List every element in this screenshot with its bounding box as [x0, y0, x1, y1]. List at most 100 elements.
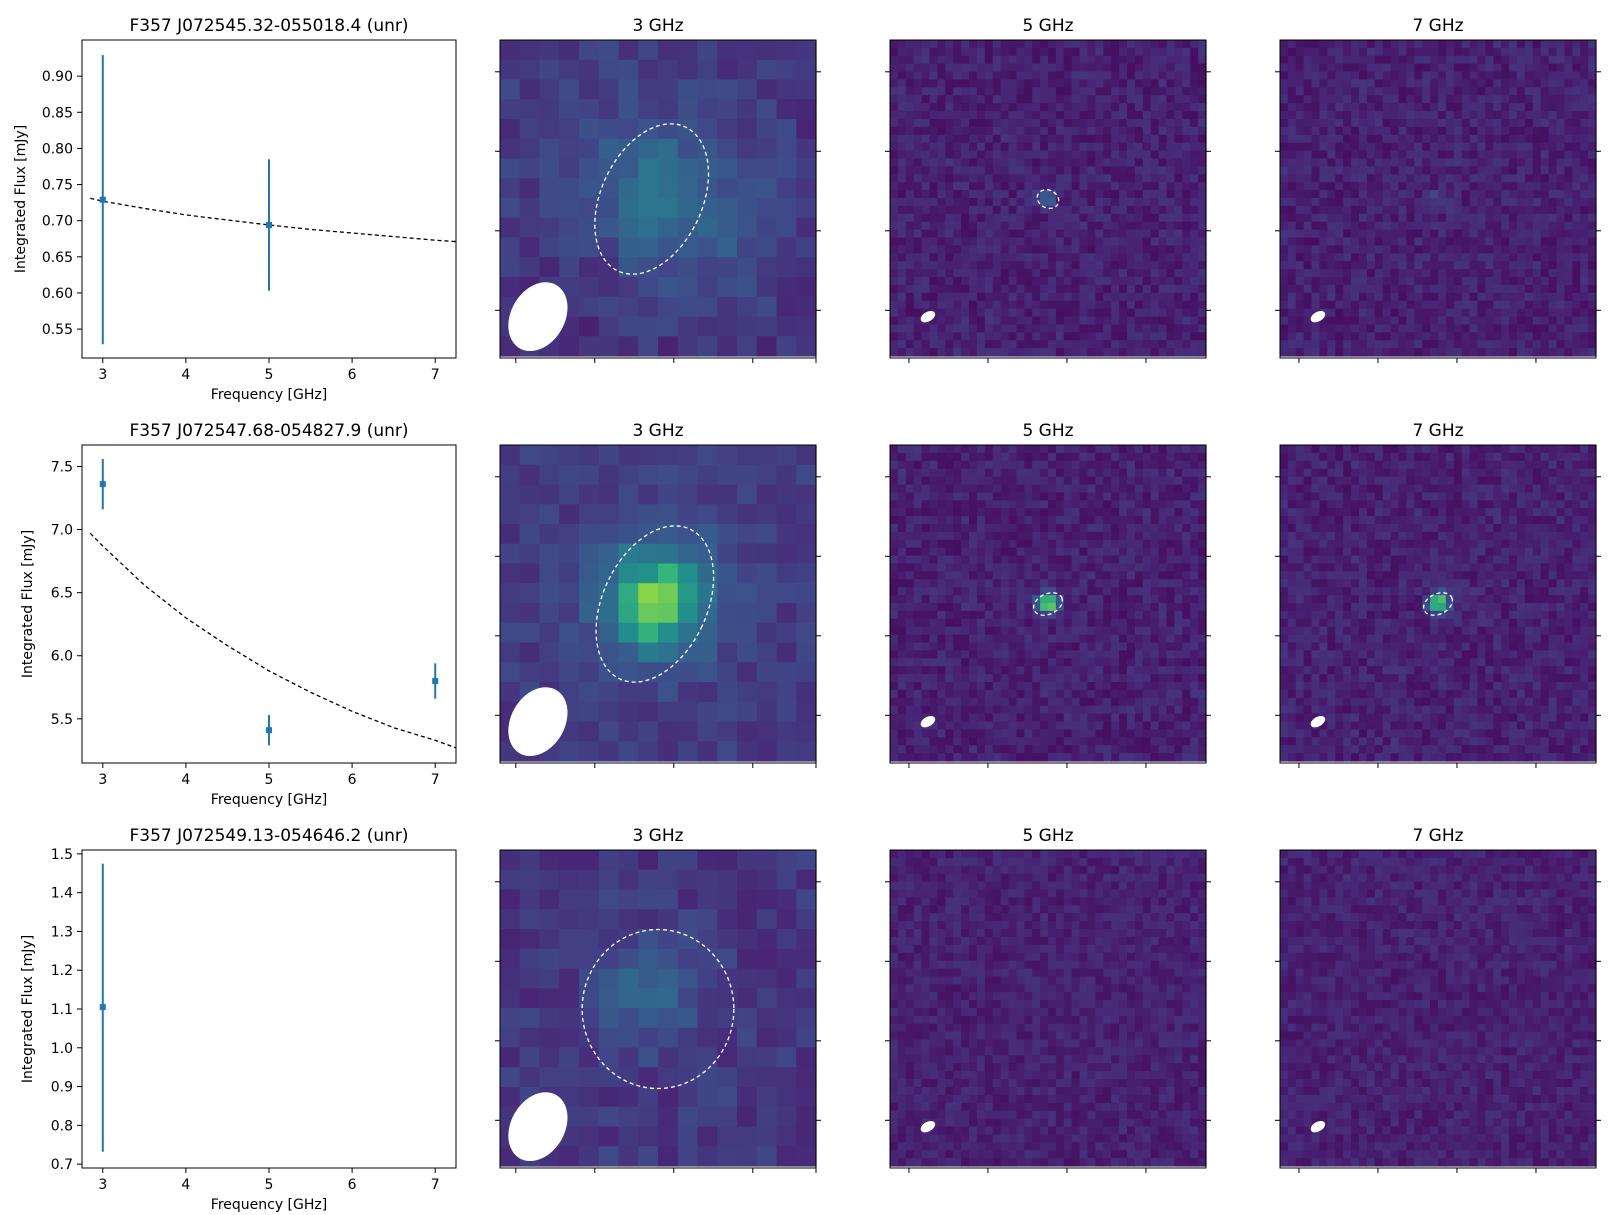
- pixel: [937, 348, 946, 357]
- pixel: [1079, 603, 1089, 612]
- pixel: [961, 650, 970, 659]
- pixel: [1150, 237, 1160, 246]
- pixel: [1524, 348, 1534, 357]
- pixel: [1055, 261, 1065, 270]
- pixel: [913, 308, 923, 318]
- pixel: [1319, 277, 1328, 286]
- pixel: [1040, 316, 1049, 325]
- pixel: [1311, 324, 1321, 333]
- pixel: [961, 190, 970, 199]
- pixel: [579, 119, 600, 140]
- pixel: [961, 277, 970, 286]
- pixel: [905, 348, 915, 357]
- pixel: [737, 178, 758, 199]
- pixel: [1303, 55, 1313, 65]
- pixel: [539, 484, 560, 505]
- pixel: [1517, 166, 1526, 175]
- pixel: [1524, 253, 1534, 262]
- pixel: [1134, 166, 1144, 175]
- pixel: [1142, 292, 1152, 302]
- pixel: [1063, 340, 1073, 349]
- pixel: [1095, 460, 1104, 470]
- pixel: [984, 571, 994, 580]
- pixel: [1390, 229, 1400, 239]
- pixel: [1048, 666, 1057, 675]
- pixel: [1087, 79, 1096, 88]
- pixel: [737, 59, 758, 81]
- image-frame: [889, 39, 1207, 359]
- pixel: [1461, 284, 1471, 294]
- pixel: [1469, 95, 1479, 104]
- pixel: [1158, 587, 1168, 596]
- pixel: [1111, 182, 1120, 191]
- pixel: [984, 539, 994, 549]
- pixel: [1166, 277, 1175, 286]
- pixel: [961, 452, 970, 462]
- pixel: [1087, 324, 1096, 333]
- pixel: [1182, 484, 1191, 493]
- pixel: [1087, 555, 1096, 565]
- pixel: [1008, 229, 1017, 239]
- pixel: [1390, 237, 1400, 246]
- pixel: [1008, 460, 1017, 470]
- pixel: [579, 563, 600, 584]
- pixel: [921, 340, 931, 349]
- pixel: [897, 571, 907, 580]
- pixel: [796, 198, 817, 219]
- pixel: [897, 284, 907, 294]
- pixel: [1327, 119, 1336, 128]
- pixel: [1095, 300, 1104, 310]
- pixel: [1422, 300, 1431, 310]
- pixel: [1406, 300, 1415, 310]
- pixel: [1174, 316, 1183, 325]
- pixel: [1016, 221, 1025, 231]
- pixel: [1390, 87, 1400, 96]
- pixel: [1445, 277, 1455, 286]
- pixel: [913, 324, 923, 333]
- pixel: [1532, 245, 1542, 254]
- pixel: [1501, 221, 1510, 231]
- beam-ellipse: [508, 687, 568, 757]
- pixel: [658, 40, 679, 61]
- pixel: [1198, 126, 1207, 136]
- pixel: [953, 300, 962, 310]
- pixel: [937, 277, 946, 286]
- pixel: [1327, 253, 1336, 262]
- pixel: [1445, 134, 1455, 144]
- pixel: [1366, 277, 1376, 286]
- pixel: [1351, 111, 1360, 120]
- pixel: [1024, 245, 1033, 254]
- pixel: [945, 111, 954, 120]
- pixel: [1335, 332, 1344, 341]
- pixel: [1032, 452, 1041, 462]
- pixel: [1087, 71, 1096, 81]
- pixel: [1111, 166, 1120, 175]
- pixel: [796, 178, 817, 199]
- pixel: [1532, 87, 1542, 96]
- pixel: [776, 237, 797, 258]
- pixel: [1588, 126, 1597, 136]
- pixel: [1422, 213, 1431, 223]
- pixel: [1556, 126, 1565, 136]
- pixel: [1390, 332, 1400, 341]
- pixel: [1040, 445, 1049, 454]
- pixel: [1524, 55, 1534, 65]
- pixel: [913, 213, 923, 223]
- pixel: [1414, 103, 1423, 112]
- pixel: [1493, 79, 1502, 88]
- pixel: [1048, 221, 1057, 231]
- pixel: [717, 158, 738, 179]
- pixel: [890, 237, 899, 246]
- pixel: [913, 111, 923, 120]
- pixel: [1540, 213, 1550, 223]
- pixel: [945, 555, 954, 565]
- pixel: [1390, 198, 1400, 207]
- pixel: [1008, 284, 1017, 294]
- pixel: [1032, 332, 1041, 341]
- pixel: [677, 296, 699, 318]
- pixel: [1119, 634, 1128, 644]
- pixel: [1079, 55, 1089, 65]
- pixel: [1198, 445, 1207, 454]
- pixel: [961, 71, 970, 81]
- pixel: [1048, 618, 1057, 628]
